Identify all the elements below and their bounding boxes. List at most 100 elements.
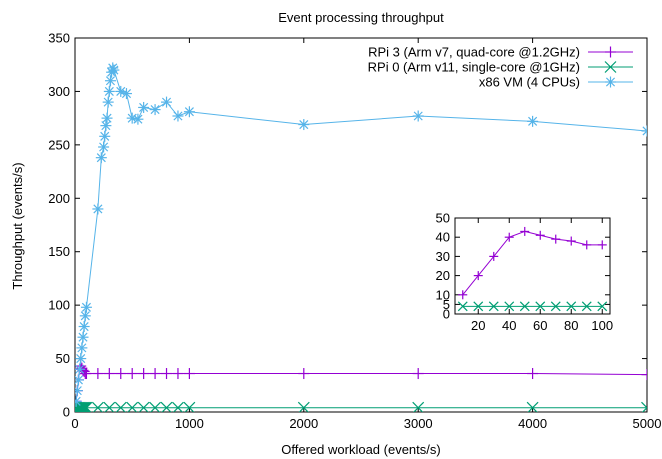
- inset-series-0-point: [520, 226, 530, 236]
- main-frame: [74, 37, 648, 413]
- legend-swatch-marker: [605, 46, 616, 58]
- legend-label: RPi 3 (Arm v7, quad-core @1.2GHz): [368, 45, 580, 60]
- inset-y-tick-label: 0: [443, 307, 450, 322]
- main-y-tick-label: 300: [48, 84, 70, 99]
- legend-label: x86 VM (4 CPUs): [479, 75, 580, 90]
- main-x-tick-label: 0: [71, 416, 78, 431]
- inset-frame: [454, 217, 611, 315]
- main-series-2-point: [77, 331, 89, 343]
- inset-series-0-point: [597, 240, 607, 250]
- main-series-2-point: [78, 321, 90, 333]
- main-series-1-point: [412, 401, 425, 412]
- main-series-0-line: [75, 364, 647, 402]
- inset-y-tick-label: 20: [436, 268, 450, 283]
- main-series-2-point: [75, 363, 86, 375]
- inset-series-1-point: [597, 301, 608, 312]
- main-y-tick-label: 150: [48, 244, 70, 259]
- main-series-2-point: [101, 112, 113, 124]
- inset-series-1-point: [457, 301, 468, 312]
- main-series-0-point: [412, 368, 424, 380]
- main-series-2-point: [527, 115, 539, 127]
- main-series-2-point: [103, 85, 115, 97]
- main-series-0-point: [115, 368, 127, 380]
- main-series-0-point: [149, 368, 161, 380]
- inset-series-1-point: [519, 301, 530, 312]
- inset-series-0-point: [473, 271, 483, 281]
- main-y-tick-label: 250: [48, 137, 70, 152]
- inset-y-tick-label: 40: [436, 230, 450, 245]
- main-series-2-point: [172, 110, 184, 122]
- main-series-2-point: [298, 119, 310, 131]
- main-series-1-point: [641, 401, 647, 412]
- inset-series-1-point: [550, 301, 561, 312]
- inset-series-0-point: [582, 240, 592, 250]
- legend-swatch-marker: [604, 61, 617, 73]
- main-series-0-point: [103, 368, 115, 380]
- main-y-tick-label: 50: [56, 351, 70, 366]
- main-series-1-point: [297, 401, 310, 412]
- main-y-tick-label: 100: [48, 298, 70, 313]
- main-series-1-point: [91, 401, 104, 412]
- inset-series-1-point: [473, 301, 484, 312]
- main-y-tick-label: 0: [63, 405, 70, 420]
- inset-series-0-line: [462, 230, 603, 296]
- main-series-1-point: [103, 401, 116, 412]
- main-series-1-point: [78, 401, 91, 412]
- main-series-2-point: [80, 301, 92, 313]
- main-series-2-point: [115, 85, 127, 97]
- main-x-tick-label: 2000: [289, 416, 318, 431]
- inset-x-tick-label: 40: [502, 318, 516, 333]
- inset-series-1-point: [566, 301, 577, 312]
- y-axis-label: Throughput (events/s): [10, 162, 25, 289]
- main-series-0-point: [641, 369, 647, 381]
- main-series-0-point: [126, 368, 138, 380]
- inset-y-tick-label: 30: [436, 249, 450, 264]
- main-series-2-point: [161, 96, 173, 108]
- main-series-1-point: [183, 401, 196, 412]
- main-plot-area: 0 1000 2000 3000 4000 50000501001502002503003…: [48, 31, 661, 432]
- legend: RPi 3 (Arm v7, quad-core @1.2GHz)RPi 0 (…: [368, 45, 633, 90]
- main-y-tick-label: 200: [48, 191, 70, 206]
- main-series-2-point: [95, 152, 107, 164]
- main-series-2-point: [75, 374, 84, 386]
- x-axis-label: Offered workload (events/s): [281, 442, 440, 457]
- main-y-tick-label: 350: [48, 31, 70, 46]
- main-series-1-point: [75, 401, 87, 412]
- main-series-2-point: [98, 141, 110, 153]
- inset-series-0-point: [535, 230, 545, 240]
- inset-x-tick-label: 60: [533, 318, 547, 333]
- main-series-2-point: [92, 203, 104, 215]
- legend-label: RPi 0 (Arm v11, single-core @1GHz): [368, 60, 580, 75]
- main-series-2-point: [149, 104, 161, 116]
- main-series-1-point: [126, 401, 139, 412]
- inset-x-tick-label: 100: [591, 318, 613, 333]
- main-series-2-point: [79, 310, 91, 322]
- inset-series-1-point: [488, 301, 499, 312]
- main-x-tick-label: 3000: [404, 416, 433, 431]
- inset-series-1-point: [504, 301, 515, 312]
- main-series-2-point: [75, 353, 87, 365]
- inset-y-tick-label: 5: [443, 297, 450, 312]
- inset-series-0-point: [489, 251, 499, 261]
- main-series-0-point: [78, 365, 90, 377]
- main-series-2-point: [75, 385, 83, 397]
- main-series-2-point: [412, 110, 424, 122]
- main-series-0-point: [92, 368, 104, 380]
- main-x-tick-label: 5000: [633, 416, 662, 431]
- main-series-2-point: [104, 75, 116, 87]
- inset-series-1-point: [581, 301, 592, 312]
- main-series-2-point: [132, 113, 144, 125]
- main-series-1-point: [79, 401, 92, 412]
- inset-series-0-point: [551, 234, 561, 244]
- main-series-1-point: [526, 401, 539, 412]
- inset-series-0-point: [504, 232, 514, 242]
- inset-series-0-point: [458, 290, 468, 300]
- inset-x-tick-label: 20: [471, 318, 485, 333]
- main-series-2-point: [126, 112, 138, 124]
- inset-y-tick-label: 10: [436, 287, 450, 302]
- main-series-0-point: [298, 368, 310, 380]
- main-series-1-point: [80, 401, 93, 412]
- main-series-1-point: [149, 401, 162, 412]
